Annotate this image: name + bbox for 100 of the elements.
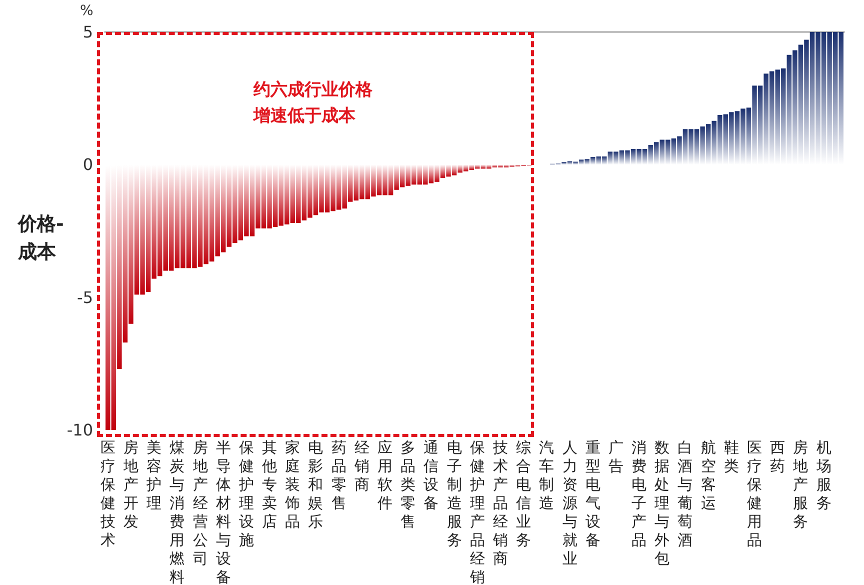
bar (371, 164, 376, 197)
bar (480, 164, 486, 169)
bar (504, 164, 509, 168)
x-tick-label: 消费电子产品 (632, 438, 647, 549)
x-tick-label: 半导体材料与设备 (214, 438, 231, 585)
x-tick-label: 房地产服务 (792, 438, 808, 530)
bar (348, 164, 353, 202)
x-tick-label: 电子制造服务 (446, 438, 462, 549)
bar (578, 160, 584, 165)
bar (354, 164, 359, 200)
bar (602, 156, 607, 165)
x-tick-label: 美容护理 (146, 438, 162, 512)
bar (296, 164, 301, 224)
bar (360, 164, 364, 200)
bar (660, 140, 665, 165)
bar (290, 164, 296, 224)
bar (729, 112, 734, 165)
bar (492, 164, 498, 168)
bar (596, 156, 601, 165)
bar (272, 164, 278, 228)
x-tick-label: 家庭装饰品 (284, 438, 300, 530)
bar (302, 164, 307, 220)
bar (619, 150, 624, 165)
x-tick-label: 医疗保健技术 (99, 438, 116, 549)
x-tick-label: 应用软件 (378, 438, 393, 512)
bar (700, 126, 705, 165)
bar (400, 164, 405, 188)
bar (694, 129, 700, 165)
bar (342, 164, 347, 208)
bar (452, 164, 457, 176)
bar (740, 108, 746, 165)
bar (758, 86, 763, 165)
bar (406, 164, 410, 186)
bar (625, 150, 630, 165)
bar (256, 164, 260, 228)
x-tick-label: 西药 (770, 438, 786, 475)
x-tick-label: 电影和娱乐 (308, 438, 324, 530)
bar (706, 124, 711, 165)
bar (671, 138, 676, 165)
x-tick-label: 经销商 (353, 438, 370, 494)
x-tick-label: 数据处理与外包 (654, 438, 670, 568)
bar (636, 149, 642, 165)
bar (458, 164, 462, 173)
bar (204, 164, 208, 264)
y-tick-label: -10 (66, 420, 93, 440)
x-tick-label: 汽车制造 (539, 438, 554, 512)
x-tick-label: 机场服务 (815, 438, 832, 512)
bar (630, 149, 636, 165)
bar (498, 164, 503, 168)
bar (428, 164, 434, 184)
bar (394, 164, 399, 190)
bar (562, 162, 566, 165)
x-tick-label: 房地产开发 (122, 438, 138, 530)
x-tick-label: 重型电气设备 (585, 438, 600, 549)
bar (267, 164, 272, 228)
bar (567, 161, 572, 165)
bar (440, 164, 446, 178)
bar (382, 164, 388, 196)
bar (608, 152, 613, 165)
bar (752, 86, 757, 165)
bar (584, 159, 590, 165)
y-axis-title: 价格-成本 (17, 213, 64, 263)
bar (573, 162, 578, 165)
x-tick-label: 保健护理设施 (238, 438, 254, 549)
x-tick-label: 多品类零售 (400, 438, 416, 530)
bar (261, 164, 266, 228)
bar (712, 120, 716, 165)
bar (718, 115, 722, 165)
bar (642, 149, 648, 165)
x-tick-label: 通信设备 (424, 438, 439, 512)
bar (486, 164, 492, 169)
bar (238, 164, 244, 240)
bar (682, 129, 688, 165)
x-tick-label: 煤炭与消费用燃料 (170, 438, 185, 585)
bar (423, 164, 428, 185)
bar (614, 152, 618, 165)
x-tick-label: 药品零售 (331, 438, 346, 512)
bar (278, 164, 284, 226)
bar (365, 164, 370, 200)
x-tick-label: 其他专卖店 (262, 438, 278, 530)
y-tick-label: -5 (77, 288, 93, 307)
bar (463, 164, 468, 172)
bar (434, 164, 440, 182)
bar (284, 164, 290, 224)
text: % (80, 3, 94, 19)
bar (232, 164, 238, 243)
bar (250, 164, 255, 236)
bar (417, 164, 422, 185)
x-tick-label: 航空客运 (700, 438, 716, 512)
bar (336, 164, 342, 210)
x-tick-label: 综合电信业务 (516, 438, 532, 549)
annotation: 约六成行业价格增速低于成本 (252, 80, 374, 126)
bar (475, 164, 480, 169)
x-tick-label: 技术产品经销商 (492, 438, 508, 568)
bar (313, 164, 318, 216)
bar (412, 164, 416, 185)
bar (469, 164, 474, 170)
bar (666, 140, 670, 165)
x-tick-label: 鞋类 (724, 438, 739, 475)
bar (220, 164, 226, 252)
